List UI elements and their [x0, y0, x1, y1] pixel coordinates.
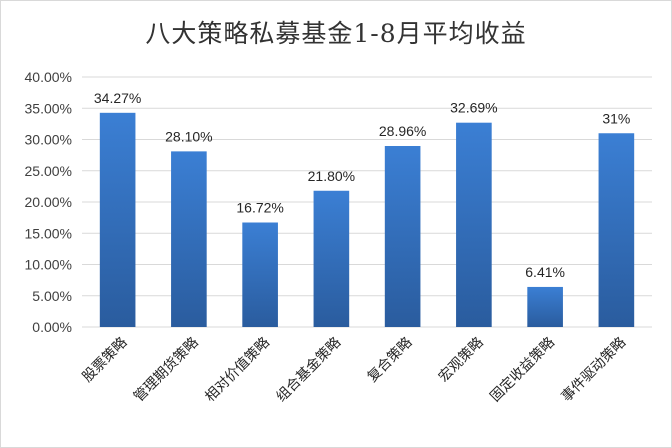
category-label: 宏观策略 — [435, 334, 487, 386]
category-label: 股票策略 — [79, 334, 131, 386]
bar — [313, 190, 350, 327]
y-tick-label: 25.00% — [25, 163, 72, 179]
y-tick-label: 35.00% — [25, 100, 72, 116]
bar — [171, 151, 207, 327]
x-axis-categories: 股票策略 管理期货策略 相对价值策略 组合基金策略 复合策略 宏观策略 固定收益策略 事件驱动… — [79, 334, 629, 405]
bar — [598, 133, 635, 327]
y-tick-label: 40.00% — [25, 69, 72, 85]
data-label: 21.80% — [308, 168, 355, 184]
data-label: 28.10% — [165, 128, 212, 144]
category-label: 固定收益策略 — [487, 334, 558, 405]
category-label: 相对价值策略 — [202, 334, 273, 405]
bar — [242, 222, 278, 327]
y-tick-label: 15.00% — [25, 225, 72, 241]
bar — [527, 286, 563, 327]
category-label: 事件驱动策略 — [558, 334, 629, 405]
y-tick-label: 20.00% — [25, 194, 72, 210]
bar — [456, 122, 492, 327]
bar — [384, 146, 421, 327]
data-label: 16.72% — [236, 200, 283, 216]
y-tick-label: 30.00% — [25, 132, 72, 148]
data-label: 28.96% — [379, 123, 426, 139]
gridlines — [82, 76, 652, 328]
y-axis-ticks: 0.00% 5.00% 10.00% 15.00% 20.00% 25.00% 30.00%… — [25, 69, 72, 335]
y-tick-label: 0.00% — [32, 319, 72, 335]
data-label: 34.27% — [94, 90, 141, 106]
data-label: 31% — [602, 110, 630, 126]
data-label: 32.69% — [450, 100, 497, 116]
bar — [99, 112, 136, 327]
category-label: 复合策略 — [364, 334, 416, 386]
y-tick-label: 5.00% — [32, 288, 72, 304]
bars — [99, 112, 635, 327]
category-label: 管理期货策略 — [130, 334, 201, 405]
y-tick-label: 10.00% — [25, 257, 72, 273]
data-label: 6.41% — [525, 264, 565, 280]
chart-title: 八大策略私募基金1-8月平均收益 — [145, 19, 527, 48]
data-labels: 34.27% 28.10% 16.72% 21.80% 28.96% 32.69% 6.41… — [94, 90, 631, 280]
category-label: 组合基金策略 — [273, 334, 344, 405]
